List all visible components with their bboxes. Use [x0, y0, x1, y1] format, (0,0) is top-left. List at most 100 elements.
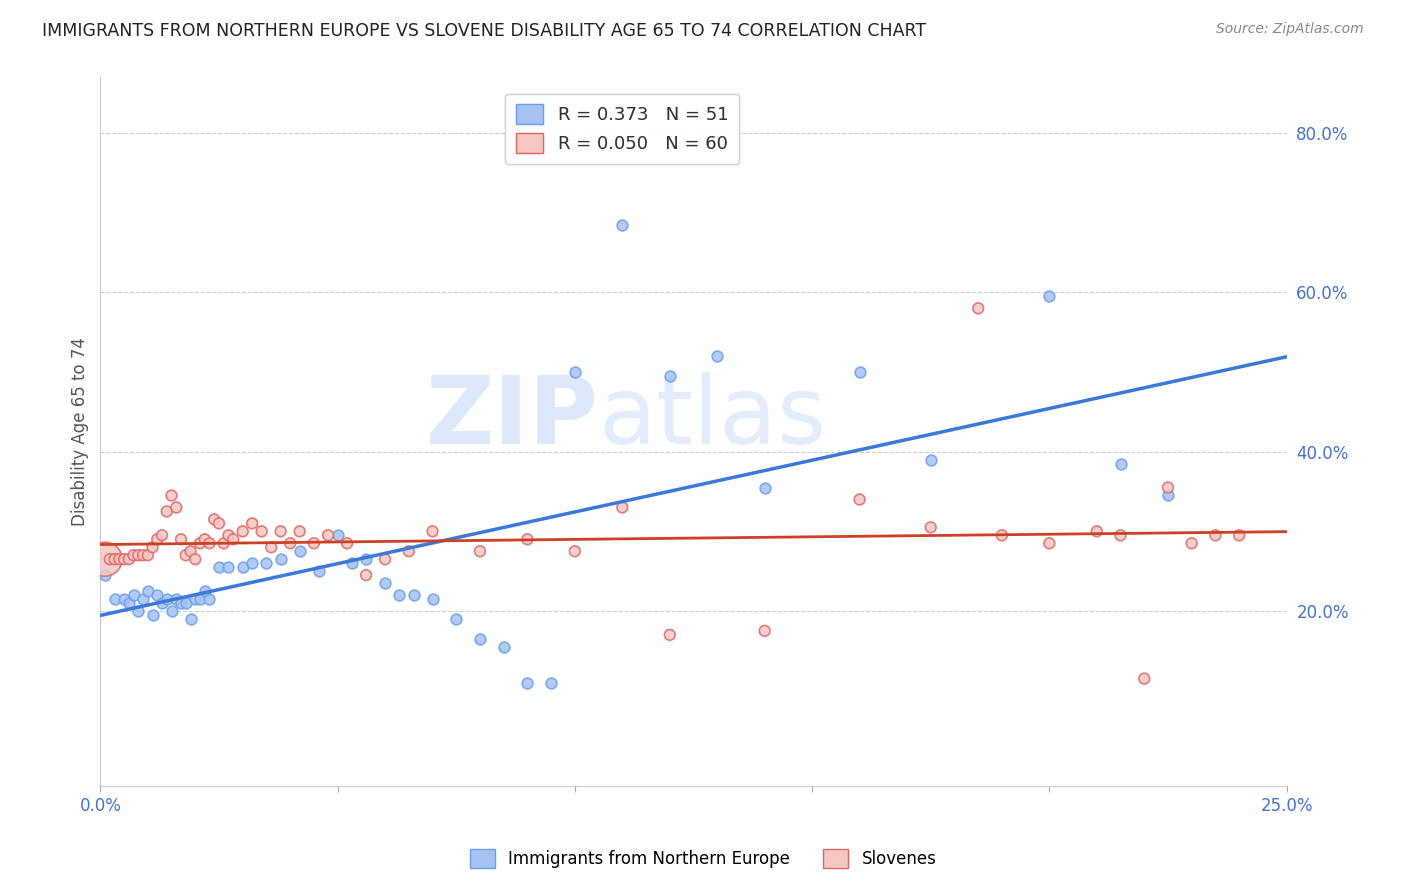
Point	[564, 365, 586, 379]
Point	[174, 548, 197, 562]
Point	[118, 552, 141, 566]
Point	[212, 536, 235, 550]
Point	[103, 552, 125, 566]
Point	[184, 552, 207, 566]
Point	[222, 533, 245, 547]
Point	[754, 481, 776, 495]
Point	[146, 533, 169, 547]
Point	[278, 536, 301, 550]
Point	[160, 604, 183, 618]
Point	[1157, 481, 1180, 495]
Point	[170, 533, 193, 547]
Point	[564, 544, 586, 558]
Point	[208, 560, 231, 574]
Point	[150, 596, 173, 610]
Point	[388, 588, 411, 602]
Point	[848, 492, 870, 507]
Point	[198, 592, 221, 607]
Point	[127, 548, 149, 562]
Point	[118, 596, 141, 610]
Point	[194, 533, 217, 547]
Point	[146, 588, 169, 602]
Point	[492, 640, 515, 654]
Point	[340, 556, 363, 570]
Point	[122, 588, 145, 602]
Point	[612, 500, 634, 515]
Point	[316, 528, 339, 542]
Point	[150, 528, 173, 542]
Point	[260, 541, 283, 555]
Point	[1038, 536, 1060, 550]
Point	[354, 568, 377, 582]
Point	[170, 596, 193, 610]
Point	[240, 556, 263, 570]
Point	[468, 544, 491, 558]
Point	[1109, 528, 1132, 542]
Point	[194, 584, 217, 599]
Point	[1181, 536, 1204, 550]
Point	[1204, 528, 1226, 542]
Point	[198, 536, 221, 550]
Point	[112, 552, 135, 566]
Point	[354, 552, 377, 566]
Point	[468, 632, 491, 646]
Point	[402, 588, 425, 602]
Point	[132, 592, 155, 607]
Point	[920, 452, 942, 467]
Point	[174, 596, 197, 610]
Point	[398, 544, 420, 558]
Point	[132, 548, 155, 562]
Text: atlas: atlas	[599, 372, 827, 464]
Point	[612, 218, 634, 232]
Point	[156, 592, 179, 607]
Point	[1038, 289, 1060, 303]
Point	[136, 548, 159, 562]
Point	[156, 504, 179, 518]
Point	[112, 592, 135, 607]
Point	[136, 584, 159, 599]
Point	[202, 512, 225, 526]
Point	[1227, 528, 1250, 542]
Point	[920, 520, 942, 534]
Point	[336, 536, 359, 550]
Legend: R = 0.373   N = 51, R = 0.050   N = 60: R = 0.373 N = 51, R = 0.050 N = 60	[505, 94, 740, 164]
Point	[98, 552, 121, 566]
Point	[122, 548, 145, 562]
Point	[1133, 672, 1156, 686]
Legend: Immigrants from Northern Europe, Slovenes: Immigrants from Northern Europe, Slovene…	[463, 843, 943, 875]
Point	[540, 675, 562, 690]
Point	[326, 528, 349, 542]
Point	[184, 592, 207, 607]
Point	[1085, 524, 1108, 539]
Point	[658, 369, 681, 384]
Point	[516, 675, 538, 690]
Point	[160, 488, 183, 502]
Point	[217, 528, 239, 542]
Point	[188, 592, 211, 607]
Point	[232, 524, 254, 539]
Point	[240, 516, 263, 531]
Point	[217, 560, 239, 574]
Point	[754, 624, 776, 638]
Text: IMMIGRANTS FROM NORTHERN EUROPE VS SLOVENE DISABILITY AGE 65 TO 74 CORRELATION C: IMMIGRANTS FROM NORTHERN EUROPE VS SLOVE…	[42, 22, 927, 40]
Text: Source: ZipAtlas.com: Source: ZipAtlas.com	[1216, 22, 1364, 37]
Point	[188, 536, 211, 550]
Point	[991, 528, 1014, 542]
Point	[94, 568, 117, 582]
Point	[103, 592, 125, 607]
Point	[232, 560, 254, 574]
Point	[658, 628, 681, 642]
Point	[444, 612, 467, 626]
Point	[270, 552, 292, 566]
Point	[374, 552, 396, 566]
Point	[422, 524, 444, 539]
Point	[516, 533, 538, 547]
Point	[127, 604, 149, 618]
Point	[179, 544, 201, 558]
Point	[288, 524, 311, 539]
Point	[94, 552, 117, 566]
Point	[141, 541, 163, 555]
Point	[254, 556, 277, 570]
Point	[1157, 488, 1180, 502]
Point	[848, 365, 870, 379]
